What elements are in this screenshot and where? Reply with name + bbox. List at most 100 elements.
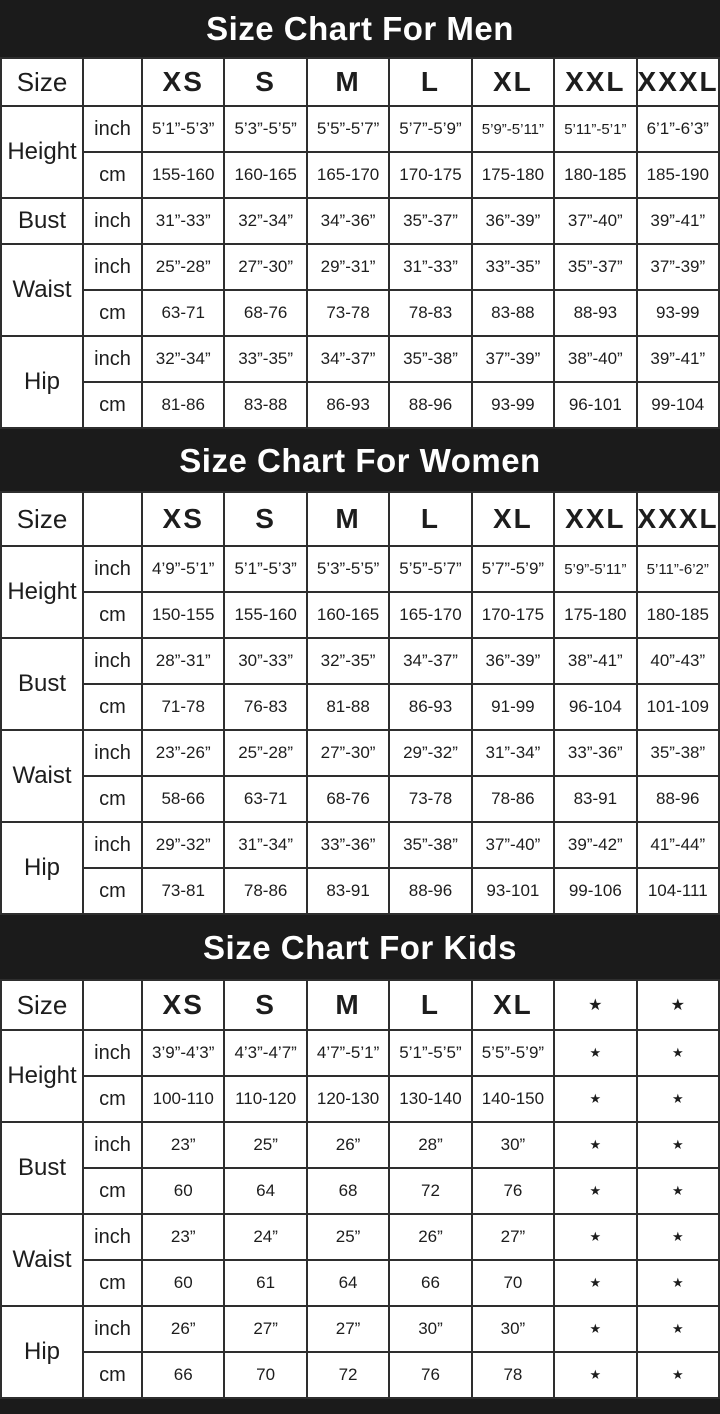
size-cell: M bbox=[305, 979, 391, 1031]
value-cell: 32”-34” bbox=[223, 197, 308, 245]
value-cell: ★ bbox=[635, 1121, 720, 1169]
value-cell: 40”-43” bbox=[635, 637, 720, 685]
size-header-row: Size XS S M L XL XXL XXXL bbox=[0, 57, 720, 107]
size-table: Size XS S M L XL XXL XXXL Height inch 5’1”-5’3” 5’3… bbox=[0, 57, 720, 429]
value-cell: 155-160 bbox=[140, 151, 226, 199]
measure-label-cell: Height bbox=[0, 545, 84, 639]
unit-cell: cm bbox=[82, 151, 143, 199]
value-cell: 33”-36” bbox=[305, 821, 391, 869]
value-cell: 25”-28” bbox=[223, 729, 308, 777]
value-cell: 34”-36” bbox=[305, 197, 391, 245]
value-cell: 23”-26” bbox=[140, 729, 226, 777]
value-cell: 5’5”-5’9” bbox=[470, 1029, 556, 1077]
women-size-table-container: Size XS S M L XL XXL XXXL Height inch 4’9”-5’1” 5’1… bbox=[0, 491, 720, 915]
value-cell: 39”-41” bbox=[635, 335, 720, 383]
value-cell: ★ bbox=[553, 1351, 638, 1399]
value-cell: 5’5”-5’7” bbox=[388, 545, 473, 593]
measure-row: Waist inch 25”-28” 27”-30” 29”-31” 31”-33” 33”… bbox=[0, 243, 720, 337]
unit-cell: cm bbox=[82, 1259, 143, 1307]
value-cell: 39”-41” bbox=[635, 197, 720, 245]
value-cell: 32”-34” bbox=[140, 335, 226, 383]
value-cell: 96-104 bbox=[553, 683, 638, 731]
value-cell: 70 bbox=[223, 1351, 308, 1399]
value-cell: 5’11”-6’2” bbox=[635, 545, 720, 593]
value-cell: 93-101 bbox=[470, 867, 556, 915]
measure-row: Height inch 3’9”-4’3” 4’3”-4’7” 4’7”-5’1” 5’1… bbox=[0, 1029, 720, 1123]
value-cell: 37”-40” bbox=[553, 197, 638, 245]
men-size-table-container: Size XS S M L XL XXL XXXL Height inch 5’1”-5’3” 5’3… bbox=[0, 57, 720, 429]
value-cell: ★ bbox=[635, 1259, 720, 1307]
value-cell: 3’9”-4’3” bbox=[140, 1029, 226, 1077]
unit-cell: inch bbox=[82, 1305, 143, 1353]
unit-cell: inch bbox=[82, 545, 143, 593]
value-cell: 34”-37” bbox=[388, 637, 473, 685]
size-cell: S bbox=[223, 979, 308, 1031]
value-cell: 33”-35” bbox=[223, 335, 308, 383]
size-cell: XL bbox=[470, 491, 556, 547]
value-cell: 170-175 bbox=[470, 591, 556, 639]
value-cell: 68 bbox=[305, 1167, 391, 1215]
size-cell: M bbox=[305, 57, 391, 107]
value-cell: 101-109 bbox=[635, 683, 720, 731]
value-cell: 36”-39” bbox=[470, 197, 556, 245]
value-cell: 185-190 bbox=[635, 151, 720, 199]
value-cell: 170-175 bbox=[388, 151, 473, 199]
unit-cell: cm bbox=[82, 1167, 143, 1215]
kids-title-band: Size Chart For Kids bbox=[0, 915, 720, 979]
unit-cell: inch bbox=[82, 335, 143, 383]
size-column-label: Size bbox=[0, 491, 84, 547]
size-cell: S bbox=[223, 491, 308, 547]
value-cell: 5’1”-5’3” bbox=[140, 105, 226, 153]
unit-cell: cm bbox=[82, 381, 143, 429]
measure-row: cm 71-78 76-83 81-88 86-93 91-99 96-104 101-109 bbox=[1, 683, 720, 731]
value-cell: 24” bbox=[223, 1213, 308, 1261]
value-cell: 104-111 bbox=[635, 867, 720, 915]
women-title-band: Size Chart For Women bbox=[0, 429, 720, 491]
value-cell: 110-120 bbox=[223, 1075, 308, 1123]
unit-cell: cm bbox=[82, 1351, 143, 1399]
unit-cell: cm bbox=[82, 775, 143, 823]
unit-cell: inch bbox=[82, 105, 143, 153]
measure-row: cm 60 61 64 66 70 ★ ★ bbox=[1, 1259, 720, 1307]
value-cell: ★ bbox=[553, 1075, 638, 1123]
value-cell: 88-93 bbox=[553, 289, 638, 337]
measure-row: cm 73-81 78-86 83-91 88-96 93-101 99-106 104-11… bbox=[1, 867, 720, 915]
unit-cell: inch bbox=[82, 243, 143, 291]
value-cell: 73-78 bbox=[305, 289, 391, 337]
size-cell: XXXL bbox=[635, 57, 720, 107]
measure-row: cm 150-155 155-160 160-165 165-170 170-175 175… bbox=[1, 591, 720, 639]
measure-label-cell: Hip bbox=[0, 1305, 84, 1399]
value-cell: 27” bbox=[223, 1305, 308, 1353]
unit-cell: cm bbox=[82, 683, 143, 731]
value-cell: 73-78 bbox=[388, 775, 473, 823]
unit-cell: inch bbox=[82, 637, 143, 685]
value-cell: 64 bbox=[223, 1167, 308, 1215]
value-cell: 30” bbox=[388, 1305, 473, 1353]
value-cell: 68-76 bbox=[305, 775, 391, 823]
value-cell: 165-170 bbox=[305, 151, 391, 199]
size-cell: L bbox=[388, 979, 473, 1031]
value-cell: 88-96 bbox=[388, 381, 473, 429]
value-cell: 30”-33” bbox=[223, 637, 308, 685]
value-cell: 99-104 bbox=[635, 381, 720, 429]
measure-row: cm 66 70 72 76 78 ★ ★ bbox=[1, 1351, 720, 1399]
value-cell: 160-165 bbox=[305, 591, 391, 639]
size-column-label: Size bbox=[0, 57, 84, 107]
value-cell: 58-66 bbox=[140, 775, 226, 823]
value-cell: 38”-40” bbox=[553, 335, 638, 383]
value-cell: 96-101 bbox=[553, 381, 638, 429]
size-cell: XS bbox=[140, 979, 226, 1031]
value-cell: 28” bbox=[388, 1121, 473, 1169]
measure-label-cell: Waist bbox=[0, 243, 84, 337]
value-cell: 27”-30” bbox=[223, 243, 308, 291]
value-cell: ★ bbox=[635, 1167, 720, 1215]
value-cell: 26” bbox=[388, 1213, 473, 1261]
value-cell: ★ bbox=[553, 1121, 638, 1169]
value-cell: 5’3”-5’5” bbox=[223, 105, 308, 153]
unit-cell: inch bbox=[82, 1213, 143, 1261]
value-cell: 36”-39” bbox=[470, 637, 556, 685]
value-cell: 41”-44” bbox=[635, 821, 720, 869]
value-cell: 27”-30” bbox=[305, 729, 391, 777]
value-cell: 140-150 bbox=[470, 1075, 556, 1123]
value-cell: 78-86 bbox=[470, 775, 556, 823]
